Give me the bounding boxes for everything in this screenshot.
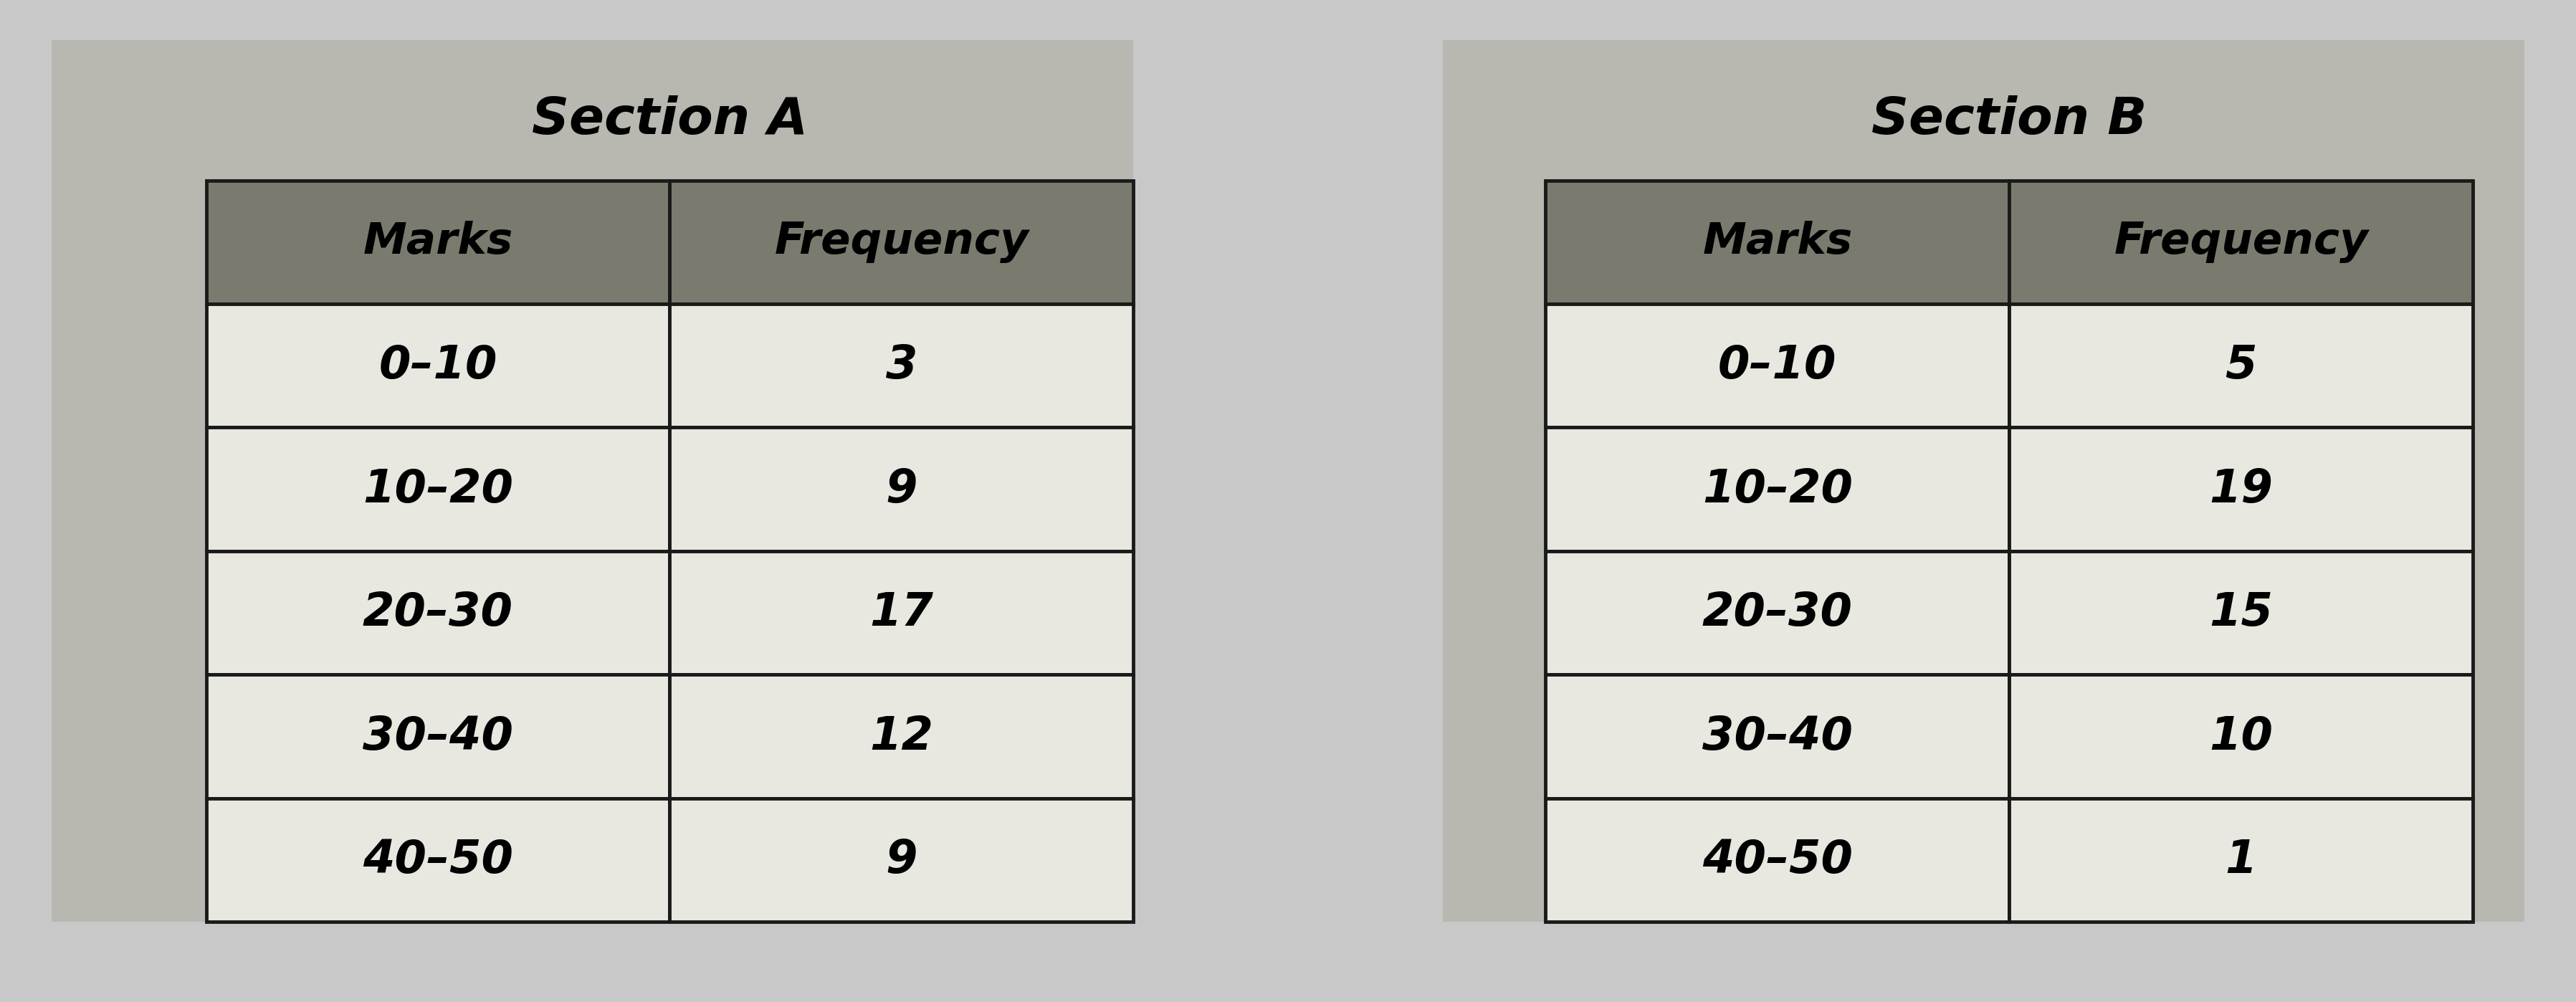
Bar bbox=[2009, 180, 2473, 304]
Bar bbox=[670, 180, 1133, 304]
Bar bbox=[670, 551, 1133, 674]
Text: 0–10: 0–10 bbox=[1718, 344, 1837, 388]
Text: 10: 10 bbox=[2210, 714, 2272, 759]
Text: 5: 5 bbox=[2226, 344, 2257, 388]
Bar bbox=[1546, 799, 2009, 922]
Text: Frequency: Frequency bbox=[2115, 221, 2367, 264]
Bar bbox=[1546, 674, 2009, 799]
Text: 12: 12 bbox=[871, 714, 933, 759]
Text: 19: 19 bbox=[2210, 467, 2272, 512]
Bar bbox=[2009, 551, 2473, 674]
Text: 9: 9 bbox=[886, 838, 917, 883]
Text: Marks: Marks bbox=[363, 221, 513, 264]
Text: 10–20: 10–20 bbox=[363, 467, 513, 512]
Text: 30–40: 30–40 bbox=[1703, 714, 1852, 759]
Bar bbox=[1546, 304, 2009, 428]
Text: 9: 9 bbox=[886, 467, 917, 512]
Text: Section A: Section A bbox=[531, 95, 809, 145]
Bar bbox=[1546, 180, 2009, 304]
Bar bbox=[2009, 799, 2473, 922]
Text: 40–50: 40–50 bbox=[363, 838, 513, 883]
Bar bbox=[206, 180, 670, 304]
Text: 20–30: 20–30 bbox=[1703, 590, 1852, 635]
Bar bbox=[2009, 428, 2473, 551]
Bar bbox=[670, 799, 1133, 922]
Bar bbox=[206, 799, 670, 922]
Bar bbox=[52, 40, 1133, 922]
Text: 15: 15 bbox=[2210, 590, 2272, 635]
Text: 17: 17 bbox=[871, 590, 933, 635]
Text: 30–40: 30–40 bbox=[363, 714, 513, 759]
Bar bbox=[206, 428, 670, 551]
Bar bbox=[670, 674, 1133, 799]
Bar bbox=[1546, 428, 2009, 551]
Bar bbox=[1546, 180, 2473, 922]
Text: 0–10: 0–10 bbox=[379, 344, 497, 388]
Bar bbox=[206, 551, 670, 674]
Bar bbox=[670, 304, 1133, 428]
Text: 3: 3 bbox=[886, 344, 917, 388]
Text: Section B: Section B bbox=[1873, 95, 2146, 145]
Text: Frequency: Frequency bbox=[775, 221, 1028, 264]
Bar bbox=[206, 180, 1133, 922]
Bar bbox=[2009, 674, 2473, 799]
Bar bbox=[2009, 304, 2473, 428]
Text: 10–20: 10–20 bbox=[1703, 467, 1852, 512]
Text: Marks: Marks bbox=[1703, 221, 1852, 264]
Bar bbox=[206, 304, 670, 428]
Text: 40–50: 40–50 bbox=[1703, 838, 1852, 883]
Bar bbox=[1443, 40, 2524, 922]
Bar bbox=[206, 674, 670, 799]
Bar bbox=[1546, 551, 2009, 674]
Text: 1: 1 bbox=[2226, 838, 2257, 883]
Bar bbox=[670, 428, 1133, 551]
Text: 20–30: 20–30 bbox=[363, 590, 513, 635]
